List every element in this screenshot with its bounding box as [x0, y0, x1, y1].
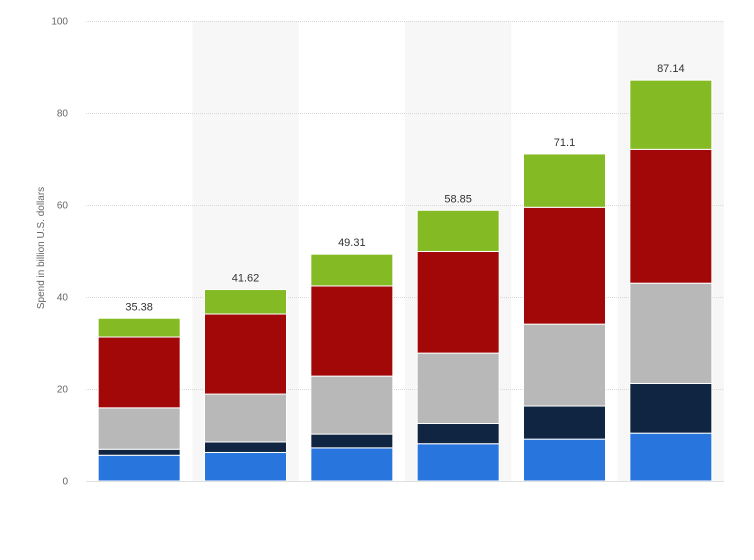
bar-segment [204, 313, 287, 395]
bar-segment [97, 448, 181, 456]
bar-segment [629, 432, 713, 482]
bar-segment [523, 153, 606, 208]
bar-segment [97, 407, 181, 450]
y-axis-title: Spend in billion U.S. dollars [36, 187, 47, 309]
bar-segment [416, 443, 500, 482]
total-label: 87.14 [657, 63, 685, 75]
total-label: 71.1 [554, 137, 575, 149]
bar-segment [204, 393, 287, 443]
bar-segment [204, 441, 287, 453]
bar-segment [629, 79, 713, 150]
bar-segment [416, 250, 500, 354]
y-tick-label: 20 [57, 385, 69, 396]
bar-segment [629, 148, 713, 284]
bar-segment [523, 405, 606, 440]
total-label: 49.31 [338, 237, 366, 249]
bar-segment [629, 282, 713, 384]
y-tick-label: 40 [57, 293, 69, 304]
bar-segment [523, 323, 606, 407]
bar-segment [523, 206, 606, 325]
bar-segment [204, 451, 287, 482]
bar-segment [97, 317, 181, 338]
bar-segment [416, 423, 500, 445]
bar-segment [310, 447, 394, 482]
total-labels: 35.38 41.62 49.31 58.85 71.1 87.14 [125, 63, 684, 313]
y-tick-label: 80 [57, 109, 69, 120]
y-tick-label: 60 [57, 201, 69, 212]
total-label: 58.85 [444, 193, 472, 205]
total-label: 35.38 [125, 301, 153, 313]
bar-segment [310, 285, 394, 377]
total-label: 41.62 [232, 273, 260, 285]
bar-segment [310, 375, 394, 435]
y-tick-label: 100 [51, 17, 68, 28]
bar-segment [416, 352, 500, 424]
bar-stacks [97, 79, 713, 482]
bar-segment [416, 209, 500, 252]
bar-segment [97, 454, 181, 482]
bar-segment [629, 382, 713, 434]
gridlines [86, 21, 724, 390]
bar-segment [523, 438, 606, 482]
bar-segment [97, 336, 181, 409]
y-tick-label: 0 [62, 477, 68, 488]
bar-segment [204, 289, 287, 315]
bar-segment [310, 433, 394, 449]
y-axis-ticks: 0 20 40 60 80 100 [51, 17, 68, 488]
bar-segment [310, 253, 394, 287]
